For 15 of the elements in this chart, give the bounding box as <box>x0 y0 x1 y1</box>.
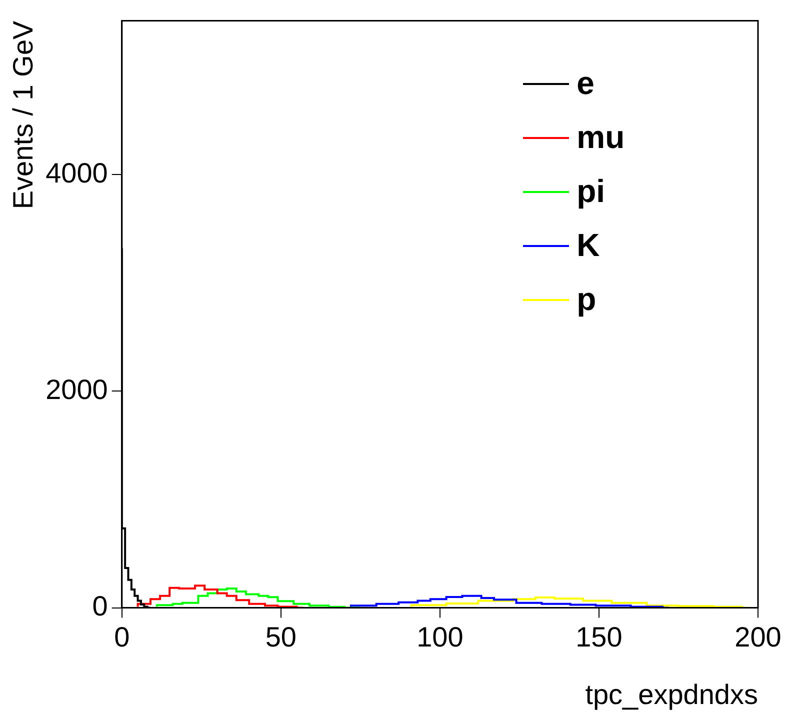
x-tick-label: 100 <box>416 621 464 652</box>
y-tick-label: 0 <box>92 590 108 622</box>
legend-label: p <box>576 281 596 318</box>
y-tick-label: 2000 <box>46 374 108 405</box>
x-tick-label: 0 <box>114 621 130 652</box>
x-tick-label: 150 <box>576 621 622 652</box>
x-tick-label: 50 <box>265 621 296 652</box>
legend-label: e <box>576 65 594 102</box>
x-axis-title: tpc_expdndxs <box>585 678 758 710</box>
legend-label: pi <box>576 173 606 210</box>
y-axis-title: Events / 1 GeV <box>8 20 39 210</box>
legend-label: mu <box>576 119 625 156</box>
x-tick-label: 200 <box>734 621 782 652</box>
y-tick-label: 4000 <box>46 157 108 188</box>
legend-label: K <box>576 227 600 264</box>
